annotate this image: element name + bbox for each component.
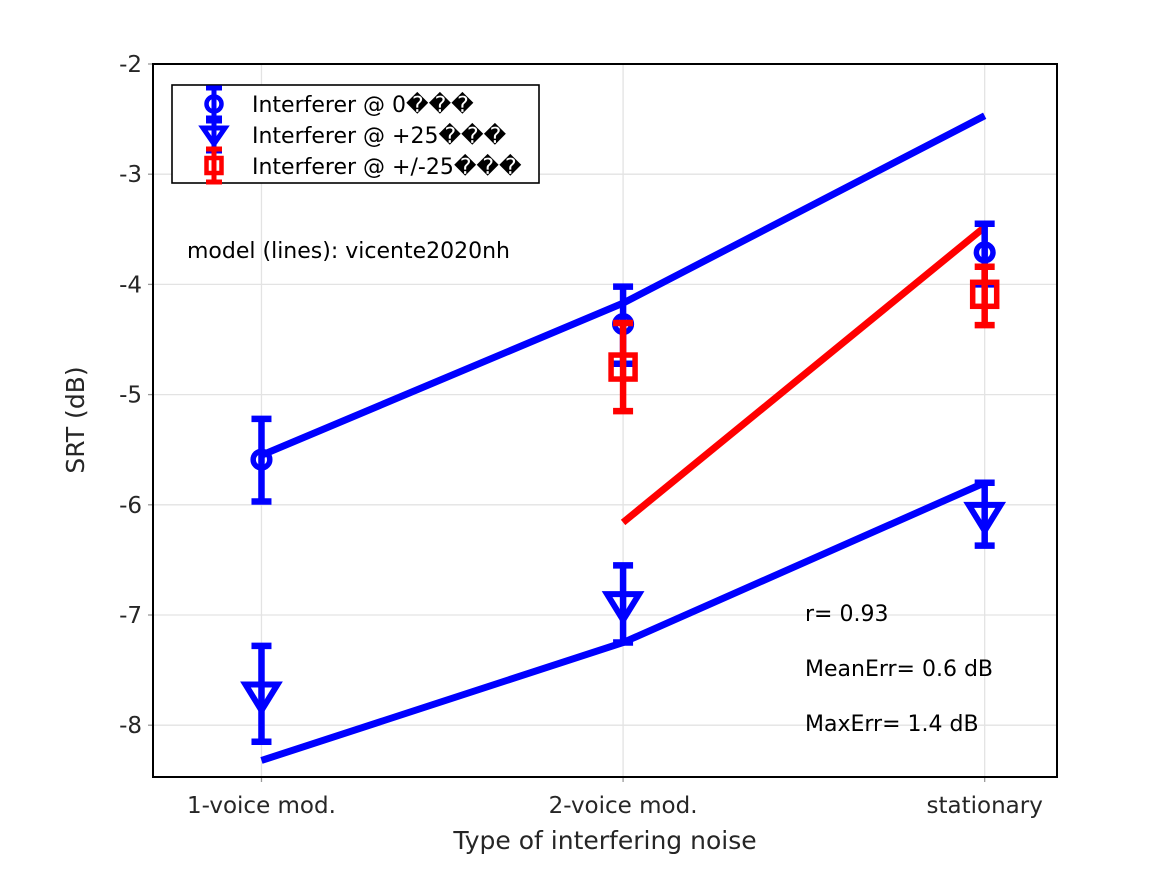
y-axis-label: SRT (dB) <box>61 366 90 473</box>
marker-triangle-down <box>963 501 1007 537</box>
mean-error-annotation: MeanErr= 0.6 dB <box>805 657 993 682</box>
x-axis-label: Type of interfering noise <box>452 826 756 855</box>
x-tick-label: 1-voice mod. <box>187 793 336 819</box>
ticklabel-layer: -2 -3 -4 -5 -6 -7 -8 1-voice mod. 2-voice mod. st… <box>119 52 1043 819</box>
y-tick-label: -6 <box>119 493 142 519</box>
r-value-annotation: r= 0.93 <box>805 602 888 627</box>
model-name-annotation: model (lines): vicente2020nh <box>187 239 510 264</box>
plot-border <box>152 63 1058 778</box>
marker-circle <box>973 241 996 264</box>
legend-item-interferer-plus25deg: Interferer @ +25��� <box>198 115 507 154</box>
x-tick-label: 2-voice mod. <box>549 793 698 819</box>
legend-label-0deg: Interferer @ 0��� <box>252 91 474 118</box>
y-tick-label: -7 <box>119 603 142 629</box>
x-tick-label: stationary <box>927 793 1043 819</box>
legend-label-plus25deg: Interferer @ +25��� <box>252 122 507 149</box>
series-triangle-down <box>240 479 1007 745</box>
y-tick-label: -2 <box>119 52 142 78</box>
model-line <box>620 224 987 526</box>
legend-item-interferer-plusminus25deg: Interferer @ +/-25��� <box>204 146 522 185</box>
data-series-layer <box>240 220 1007 745</box>
errorbar-square-marker-icon <box>204 146 224 185</box>
y-tick-label: -8 <box>119 713 142 739</box>
marker-triangle-down <box>601 591 645 626</box>
legend-box <box>171 84 540 184</box>
y-tick-label: -5 <box>119 383 142 409</box>
marker-circle <box>250 448 273 471</box>
series-square <box>608 263 1000 415</box>
legend: Interferer @ 0��� Interferer @ +25��� <box>171 84 540 185</box>
marker-square <box>969 279 1000 310</box>
legend-item-interferer-0deg: Interferer @ 0��� <box>204 85 474 124</box>
marker-triangle-down <box>240 681 283 717</box>
marker-square <box>608 352 638 382</box>
y-tick-label: -3 <box>119 162 142 188</box>
max-error-annotation: MaxErr= 1.4 dB <box>805 712 979 737</box>
y-tick-label: -4 <box>119 272 142 298</box>
legend-label-plusminus25deg: Interferer @ +/-25��� <box>252 153 522 180</box>
